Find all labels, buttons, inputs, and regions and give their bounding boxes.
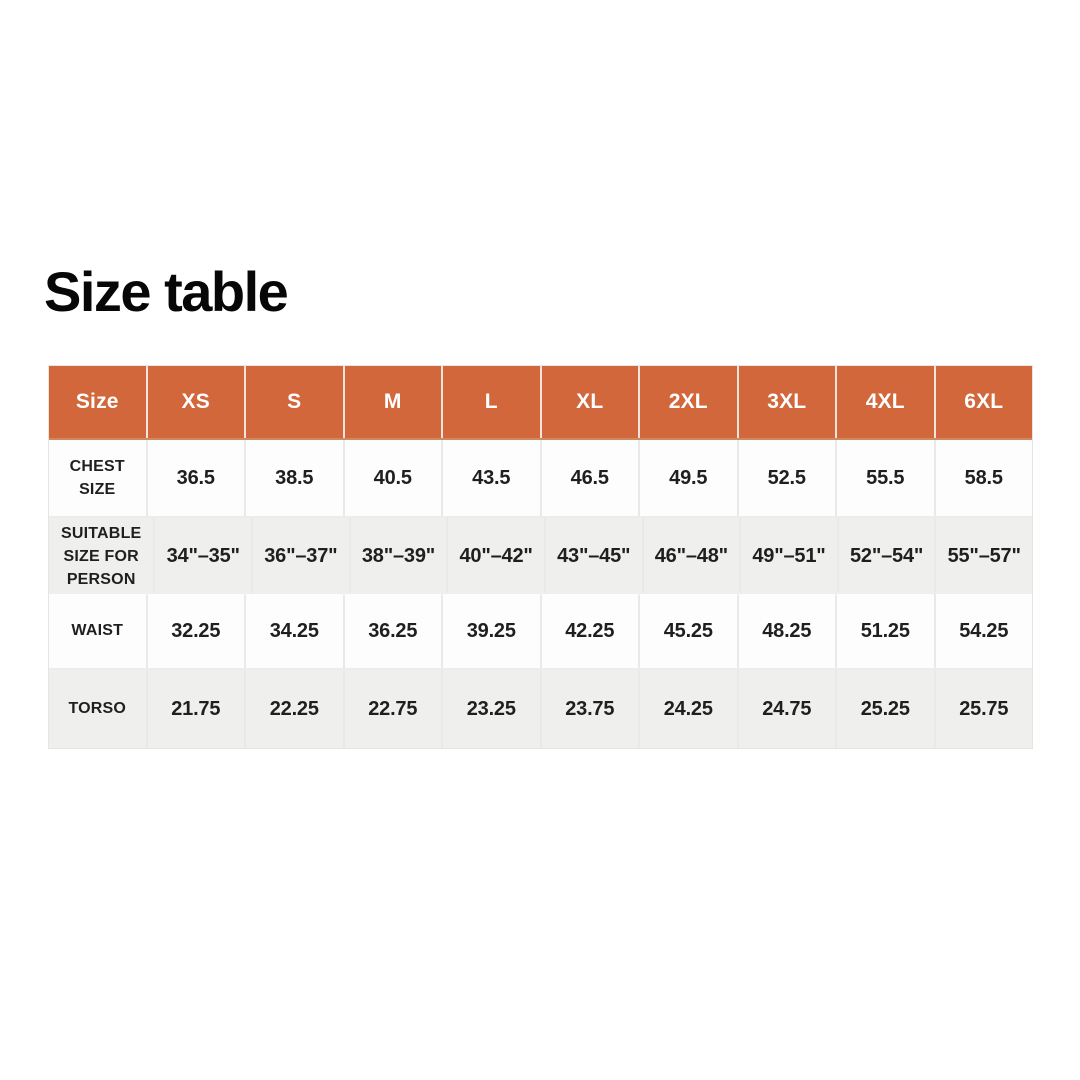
table-cell: 23.25 [443, 670, 540, 748]
size-table: Size XS S M L XL 2XL 3XL 4XL 6XL CHEST SIZE 36.5 38… [48, 365, 1033, 749]
table-cell: 42.25 [541, 594, 638, 668]
table-cell: 32.25 [147, 594, 244, 668]
table-cell: 40.5 [344, 440, 441, 516]
table-cell: 36"–37" [253, 518, 349, 596]
table-cell: 36.25 [344, 594, 441, 668]
table-cell: 55"–57" [936, 518, 1032, 596]
table-cell: 38.5 [246, 440, 343, 516]
table-cell: 46.5 [541, 440, 638, 516]
row-label: CHEST SIZE [49, 440, 146, 516]
size-table-body: CHEST SIZE 36.5 38.5 40.5 43.5 46.5 49.5 52.5 55… [49, 440, 1032, 748]
row-label: SUITABLE SIZE FOR PERSON [49, 518, 154, 596]
header-cell-xs: XS [147, 366, 244, 438]
table-cell: 34.25 [246, 594, 343, 668]
header-cell-4xl: 4XL [837, 366, 934, 438]
table-cell: 52.5 [738, 440, 835, 516]
header-cell-6xl: 6XL [935, 366, 1032, 438]
table-cell: 58.5 [935, 440, 1032, 516]
table-cell: 22.75 [344, 670, 441, 748]
table-row: WAIST 32.25 34.25 36.25 39.25 42.25 45.25 48.25… [49, 592, 1032, 668]
header-cell-2xl: 2XL [640, 366, 737, 438]
table-cell: 49.5 [640, 440, 737, 516]
table-cell: 39.25 [443, 594, 540, 668]
header-cell-xl: XL [541, 366, 638, 438]
table-row: SUITABLE SIZE FOR PERSON 34"–35" 36"–37" 38… [49, 516, 1032, 596]
table-cell: 23.75 [541, 670, 638, 748]
table-cell: 43"–45" [545, 518, 642, 596]
table-cell: 46"–48" [643, 518, 740, 596]
table-cell: 40"–42" [448, 518, 544, 596]
table-cell: 24.25 [640, 670, 737, 748]
table-row: TORSO 21.75 22.25 22.75 23.25 23.75 24.25 24.75… [49, 668, 1032, 748]
table-cell: 49"–51" [741, 518, 837, 596]
row-label: WAIST [49, 594, 146, 668]
size-table-header-row: Size XS S M L XL 2XL 3XL 4XL 6XL [49, 366, 1032, 440]
table-row: CHEST SIZE 36.5 38.5 40.5 43.5 46.5 49.5 52.5 55… [49, 440, 1032, 516]
table-cell: 54.25 [935, 594, 1032, 668]
table-cell: 25.25 [837, 670, 934, 748]
header-cell-size: Size [49, 366, 146, 438]
table-cell: 34"–35" [155, 518, 252, 596]
row-label: TORSO [49, 670, 146, 748]
table-cell: 24.75 [738, 670, 835, 748]
header-cell-m: M [344, 366, 441, 438]
table-cell: 22.25 [246, 670, 343, 748]
table-cell: 25.75 [935, 670, 1032, 748]
table-cell: 36.5 [147, 440, 244, 516]
header-cell-l: L [443, 366, 540, 438]
table-cell: 38"–39" [350, 518, 447, 596]
table-cell: 55.5 [837, 440, 934, 516]
table-cell: 45.25 [640, 594, 737, 668]
header-cell-s: S [246, 366, 343, 438]
header-cell-3xl: 3XL [738, 366, 835, 438]
table-cell: 52"–54" [838, 518, 935, 596]
table-cell: 48.25 [738, 594, 835, 668]
table-cell: 51.25 [837, 594, 934, 668]
table-cell: 43.5 [443, 440, 540, 516]
page-title: Size table [44, 260, 289, 323]
table-cell: 21.75 [147, 670, 244, 748]
